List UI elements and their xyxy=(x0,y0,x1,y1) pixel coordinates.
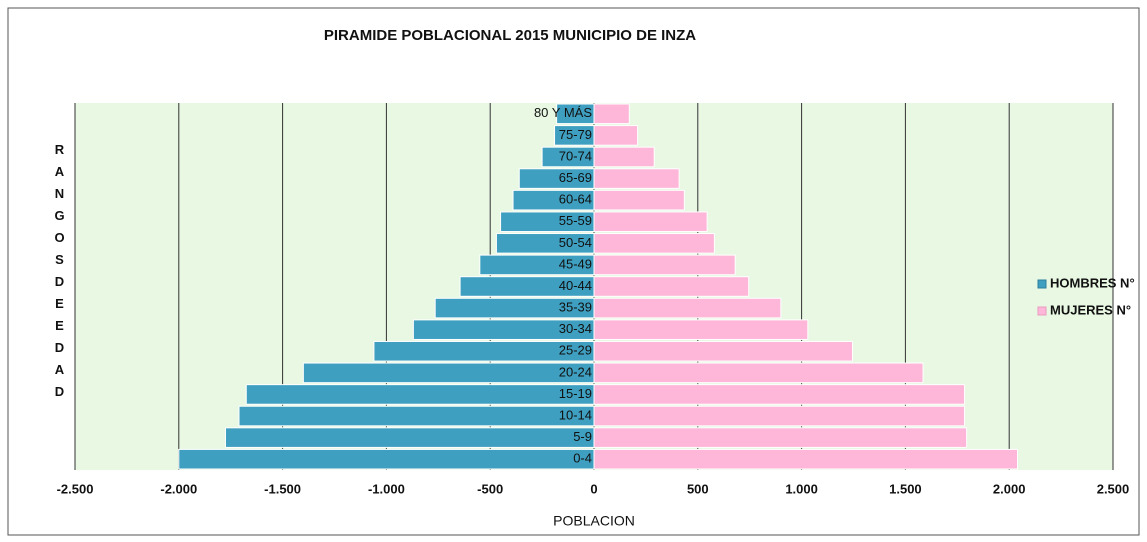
bar xyxy=(593,189,685,211)
y-tick-label: 50-54 xyxy=(559,235,592,250)
y-tick-label: 10-14 xyxy=(559,407,592,422)
chart-title: PIRAMIDE POBLACIONAL 2015 MUNICIPIO DE I… xyxy=(324,27,696,44)
y-tick-label: 60-64 xyxy=(559,192,592,207)
bar xyxy=(593,340,853,362)
x-tick-label: -2.000 xyxy=(160,481,197,496)
x-tick-label: 2.500 xyxy=(1097,481,1130,496)
bar xyxy=(593,448,1019,470)
bar xyxy=(593,319,809,340)
bar xyxy=(593,297,782,319)
bar xyxy=(245,384,595,405)
legend-label: HOMBRES N° xyxy=(1050,275,1135,290)
x-tick-label: -1.000 xyxy=(368,481,405,496)
bar xyxy=(593,233,715,254)
bar xyxy=(593,125,639,146)
x-axis-title: POBLACION xyxy=(553,513,635,529)
x-tick-label: -1.500 xyxy=(264,481,301,496)
bar xyxy=(593,362,924,384)
x-tick-label: 500 xyxy=(687,481,709,496)
bar xyxy=(593,276,750,297)
x-tick-label: -500 xyxy=(477,481,503,496)
y-tick-label: 80 Y MÁS xyxy=(534,105,592,120)
bar xyxy=(225,427,595,448)
y-tick-label: 15-19 xyxy=(559,386,592,401)
bar xyxy=(593,211,708,233)
bar xyxy=(593,405,966,427)
y-tick-label: 55-59 xyxy=(559,213,592,228)
x-tick-label: 1.500 xyxy=(889,481,922,496)
y-tick-label: 5-9 xyxy=(573,429,592,444)
y-tick-label: 70-74 xyxy=(559,148,592,163)
bar xyxy=(593,103,630,125)
x-tick-label: 0 xyxy=(590,481,597,496)
y-tick-label: 45-49 xyxy=(559,256,592,271)
legend-swatch xyxy=(1037,306,1047,316)
bar xyxy=(302,362,595,384)
y-tick-label: 40-44 xyxy=(559,278,592,293)
bar xyxy=(593,384,966,405)
y-tick-label: 20-24 xyxy=(559,364,592,379)
x-tick-label: 2.000 xyxy=(993,481,1026,496)
bar xyxy=(593,427,968,448)
y-tick-label: 75-79 xyxy=(559,127,592,142)
y-tick-label: 35-39 xyxy=(559,300,592,315)
y-axis-title: RANGOSDEEDAD xyxy=(52,142,67,406)
x-tick-label: 1.000 xyxy=(785,481,818,496)
legend-swatch xyxy=(1037,279,1047,289)
y-tick-label: 65-69 xyxy=(559,170,592,185)
bar xyxy=(238,405,595,427)
legend-label: MUJERES N° xyxy=(1050,302,1131,317)
bar xyxy=(178,448,595,470)
x-tick-label: -2.500 xyxy=(57,481,94,496)
y-tick-label: 0-4 xyxy=(573,451,592,466)
bar xyxy=(593,254,736,276)
y-tick-label: 25-29 xyxy=(559,343,592,358)
y-tick-label: 30-34 xyxy=(559,321,592,336)
bar xyxy=(593,168,680,189)
bar xyxy=(593,146,655,168)
